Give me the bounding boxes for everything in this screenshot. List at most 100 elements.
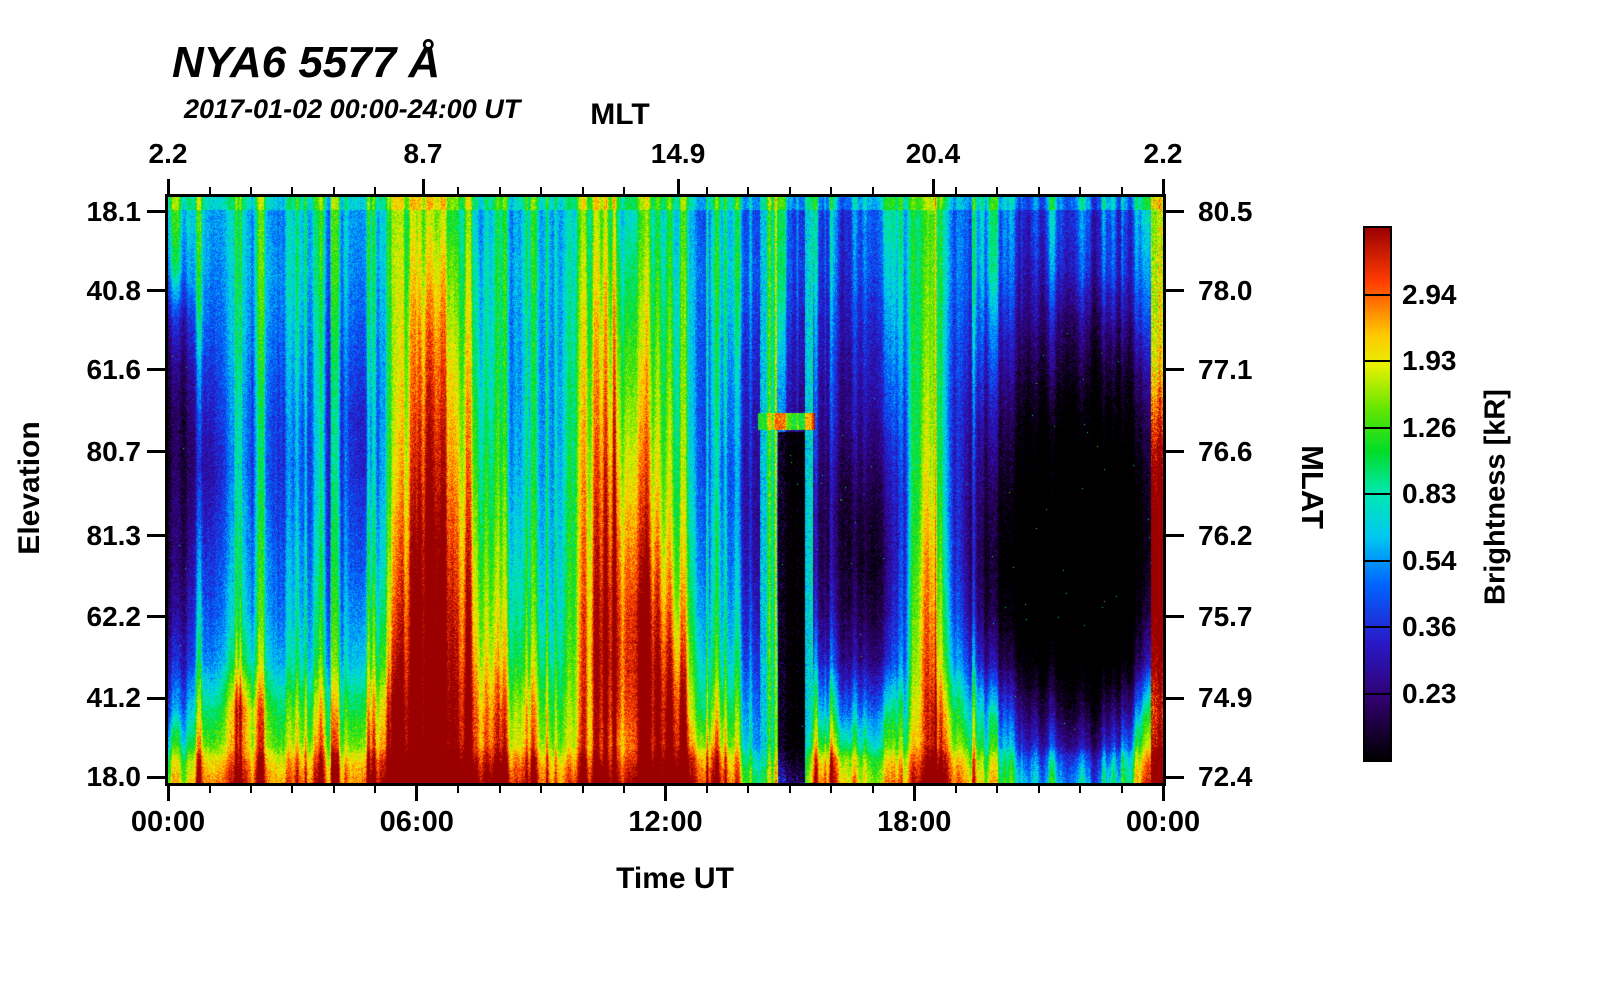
- colorbar-divider: [1365, 293, 1390, 296]
- bottom-axis-minor-tick: [954, 785, 957, 793]
- right-axis-tick-label: 76.2: [1198, 519, 1253, 551]
- right-axis-tick: [1166, 696, 1184, 700]
- bottom-axis-minor-tick: [871, 785, 874, 793]
- left-axis-tick: [147, 534, 165, 538]
- top-axis-minor-tick: [374, 187, 377, 195]
- chart-subtitle: 2017-01-02 00:00-24:00 UT: [184, 94, 521, 124]
- top-axis-minor-tick: [457, 187, 460, 195]
- bottom-axis-major-tick: [166, 785, 170, 801]
- left-axis-tick-label: 18.0: [86, 761, 142, 793]
- bottom-axis-minor-tick: [747, 785, 750, 793]
- colorbar-tick-label: 1.26: [1402, 411, 1457, 443]
- colorbar: [1363, 226, 1392, 762]
- bottom-axis-minor-tick: [457, 785, 460, 793]
- colorbar-divider: [1365, 426, 1390, 429]
- bottom-axis-minor-tick: [540, 785, 543, 793]
- bottom-axis-minor-tick: [374, 785, 377, 793]
- left-axis-tick-label: 18.1: [86, 195, 142, 227]
- colorbar-divider: [1365, 559, 1390, 562]
- left-axis-tick: [147, 696, 165, 700]
- right-axis-tick-label: 78.0: [1198, 274, 1253, 306]
- top-axis-minor-tick: [581, 187, 584, 195]
- right-axis-tick: [1166, 368, 1184, 372]
- bottom-axis-minor-tick: [1079, 785, 1082, 793]
- top-axis-tick-label: 2.2: [1143, 138, 1183, 169]
- left-axis-tick: [147, 450, 165, 454]
- colorbar-divider: [1365, 626, 1390, 628]
- bottom-axis-minor-tick: [1120, 785, 1123, 793]
- colorbar-tick-label: 0.83: [1402, 478, 1457, 509]
- plot-frame: [165, 194, 1166, 786]
- colorbar-divider: [1365, 692, 1390, 695]
- right-axis-tick: [1166, 210, 1184, 214]
- right-axis-tick-label: 75.7: [1198, 600, 1253, 632]
- bottom-axis-tick-label: 00:00: [130, 806, 206, 838]
- top-axis-minor-tick: [332, 187, 335, 195]
- top-axis-minor-tick: [706, 187, 708, 195]
- right-axis-tick-label: 74.9: [1198, 682, 1253, 714]
- bottom-axis-major-tick: [415, 785, 419, 801]
- top-axis-major-tick: [421, 179, 425, 195]
- colorbar-divider: [1365, 493, 1390, 495]
- top-axis-minor-tick: [1037, 187, 1040, 195]
- top-axis-minor-tick: [291, 187, 294, 195]
- top-axis-minor-tick: [1079, 187, 1082, 195]
- left-axis-tick: [147, 210, 165, 214]
- bottom-axis-minor-tick: [788, 785, 791, 793]
- chart-title: NYA6 5577 Å: [172, 38, 441, 87]
- bottom-axis-tick-label: 12:00: [628, 806, 703, 838]
- bottom-axis-minor-tick: [498, 785, 501, 793]
- top-axis-title: MLT: [590, 98, 650, 131]
- colorbar-tick-label: 0.23: [1402, 677, 1457, 709]
- right-axis-tick: [1166, 450, 1184, 454]
- left-axis-tick: [147, 615, 165, 619]
- bottom-axis-minor-tick: [1037, 785, 1040, 793]
- top-axis-major-tick: [1161, 179, 1165, 195]
- left-axis-tick: [147, 368, 165, 372]
- top-axis-minor-tick: [788, 187, 791, 195]
- top-axis-minor-tick: [623, 187, 625, 195]
- top-axis-major-tick: [166, 179, 170, 195]
- right-axis-title: MLAT: [1295, 445, 1330, 529]
- bottom-axis-minor-tick: [208, 785, 211, 793]
- bottom-axis-minor-tick: [249, 785, 252, 793]
- bottom-axis-major-tick: [912, 785, 916, 801]
- top-axis-minor-tick: [540, 187, 543, 195]
- top-axis-minor-tick: [830, 187, 833, 195]
- bottom-axis-minor-tick: [706, 785, 708, 793]
- bottom-axis-major-tick: [664, 785, 667, 801]
- right-axis-tick-label: 77.1: [1198, 353, 1253, 385]
- bottom-axis-minor-tick: [623, 785, 625, 793]
- colorbar-tick-label: 2.94: [1402, 278, 1457, 310]
- right-axis-tick-label: 72.4: [1198, 761, 1253, 793]
- bottom-axis-minor-tick: [830, 785, 833, 793]
- top-axis-minor-tick: [498, 187, 501, 195]
- left-axis-tick-label: 41.2: [86, 682, 142, 714]
- left-axis-tick-label: 80.7: [86, 435, 142, 467]
- left-axis-tick: [147, 775, 165, 779]
- right-axis-tick-label: 80.5: [1198, 195, 1253, 227]
- top-axis-tick-label: 8.7: [403, 138, 443, 169]
- left-axis-tick-label: 61.6: [86, 353, 142, 385]
- keogram-heatmap-canvas: [168, 197, 1163, 783]
- bottom-axis-minor-tick: [581, 785, 584, 793]
- colorbar-tick-label: 1.93: [1402, 345, 1457, 376]
- right-axis-tick: [1166, 534, 1184, 538]
- bottom-axis-minor-tick: [996, 785, 999, 793]
- left-axis-tick-label: 81.3: [86, 519, 142, 551]
- bottom-axis-tick-label: 18:00: [877, 806, 952, 838]
- bottom-axis-title: Time UT: [616, 862, 734, 895]
- top-axis-minor-tick: [1120, 187, 1123, 195]
- colorbar-title: Brightness [kR]: [1479, 389, 1512, 605]
- colorbar-tick-label: 0.54: [1402, 544, 1457, 576]
- top-axis-major-tick: [676, 179, 680, 195]
- top-axis-minor-tick: [208, 187, 211, 195]
- left-axis-tick-label: 40.8: [86, 274, 142, 306]
- bottom-axis-minor-tick: [291, 785, 294, 793]
- left-axis-tick-label: 62.2: [86, 600, 142, 632]
- right-axis-tick: [1166, 775, 1184, 779]
- right-axis-tick: [1166, 615, 1184, 619]
- colorbar-tick-label: 0.36: [1402, 611, 1457, 642]
- top-axis-tick-label: 20.4: [905, 138, 961, 169]
- right-axis-tick-label: 76.6: [1198, 435, 1253, 467]
